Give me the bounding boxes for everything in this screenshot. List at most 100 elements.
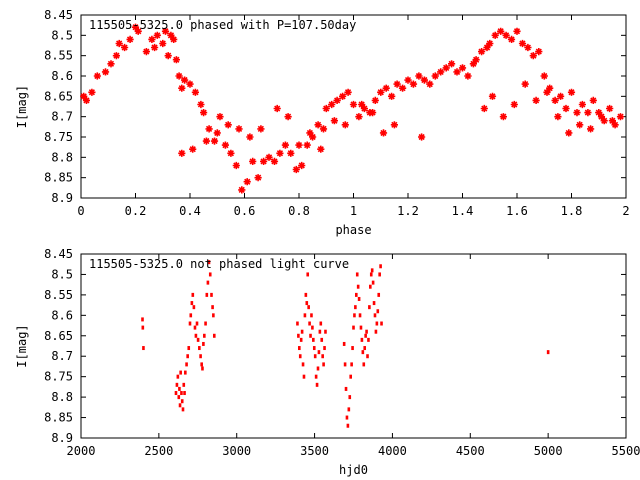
- phased-data-point: [587, 125, 595, 133]
- phased-data-point: [151, 43, 159, 52]
- unphased-x-tick-label: 4000: [378, 444, 407, 458]
- unphased-data-point: [212, 313, 215, 318]
- phased-data-point: [379, 129, 388, 137]
- unphased-data-point: [299, 337, 303, 342]
- unphased-data-point: [311, 325, 314, 330]
- phased-data-point: [101, 68, 110, 76]
- unphased-data-point: [203, 333, 206, 338]
- phased-data-point: [369, 109, 377, 117]
- phased-data-point: [393, 80, 401, 88]
- phased-data-point: [409, 80, 418, 88]
- phased-data-point: [339, 92, 347, 100]
- unphased-y-tick-label: 8.8: [51, 390, 73, 404]
- phased-data-point: [189, 145, 197, 153]
- unphased-x-tick-label: 2500: [144, 444, 173, 458]
- phased-x-tick-label: 0: [77, 204, 84, 218]
- unphased-data-point: [183, 391, 186, 396]
- phased-data-point: [134, 27, 142, 35]
- phased-data-point: [529, 52, 537, 60]
- unphased-data-point: [182, 382, 186, 387]
- unphased-data-point: [349, 374, 352, 379]
- phased-data-point: [287, 149, 295, 157]
- unphased-x-tick-label: 5500: [612, 444, 640, 458]
- unphased-data-point: [198, 346, 201, 351]
- phased-x-tick-label: 1: [350, 204, 357, 218]
- phased-data-point: [159, 39, 167, 48]
- unphased-data-point: [371, 280, 375, 285]
- phased-data-point: [431, 72, 439, 80]
- unphased-data-point: [315, 382, 319, 387]
- unphased-data-point: [319, 321, 323, 326]
- phased-data-point: [458, 64, 467, 72]
- unphased-data-point: [306, 272, 310, 277]
- unphased-data-point: [344, 386, 348, 391]
- phased-data-point: [142, 48, 150, 56]
- unphased-data-point: [302, 374, 306, 379]
- unphased-data-point: [369, 284, 372, 289]
- unphased-data-point: [324, 329, 327, 334]
- unphased-data-point: [211, 305, 214, 310]
- unphased-data-point: [141, 325, 145, 330]
- phased-data-point: [167, 31, 175, 39]
- phased-data-point: [390, 121, 398, 129]
- unphased-data-point: [343, 362, 347, 367]
- phased-data-point: [535, 48, 543, 56]
- unphased-data-point: [190, 301, 194, 306]
- unphased-y-tick-label: 8.6: [51, 308, 73, 322]
- unphased-data-point: [350, 362, 353, 367]
- unphased-data-point: [202, 341, 205, 346]
- unphased-data-point: [194, 333, 198, 338]
- phased-data-point: [349, 100, 358, 109]
- phased-y-tick-label: 8.45: [44, 8, 73, 22]
- unphased-light-curve-plot: 2000 2500 3000 3500 4000 4500 5000 5500 8.45 8.5 8…: [15, 247, 640, 477]
- phased-data-point: [227, 149, 235, 157]
- phased-data-point: [175, 72, 183, 80]
- phased-data-point: [295, 141, 303, 149]
- unphased-data-point: [177, 395, 181, 400]
- phased-data-point: [270, 157, 279, 165]
- phased-light-curve-plot: 0 0.2 0.4 0.6 0.8 1 1.2 1.4 1.6 1.8 2 8.45 8.5 8.55 8.…: [15, 8, 630, 237]
- phased-data-point: [284, 113, 292, 121]
- unphased-data-point: [313, 354, 317, 359]
- unphased-data-point: [323, 346, 326, 351]
- phased-data-point: [497, 27, 505, 35]
- phased-data-point: [224, 121, 232, 129]
- phased-data-point: [317, 145, 325, 153]
- phased-data-point: [611, 121, 619, 129]
- phased-data-point: [507, 35, 516, 43]
- phased-data-point: [478, 48, 486, 56]
- phased-data-point: [243, 178, 251, 186]
- unphased-data-point: [310, 313, 313, 318]
- phased-data-point: [464, 72, 472, 80]
- unphased-data-point: [178, 386, 181, 391]
- phased-data-point: [330, 117, 338, 125]
- unphased-data-point: [307, 305, 310, 310]
- unphased-data-point: [176, 374, 180, 379]
- unphased-data-point: [361, 350, 365, 355]
- phased-data-point: [254, 174, 262, 182]
- unphased-data-point: [322, 362, 325, 367]
- unphased-data-point: [297, 333, 300, 338]
- phased-x-tick-label: 0.2: [125, 204, 147, 218]
- unphased-data-point: [357, 296, 361, 301]
- unphased-y-tick-label: 8.45: [44, 247, 73, 261]
- phased-x-axis-title: phase: [335, 223, 371, 237]
- phased-data-point: [540, 72, 548, 80]
- phased-data-point: [191, 88, 199, 96]
- phased-data-point: [238, 186, 246, 194]
- unphased-y-tick-label: 8.5: [51, 267, 73, 281]
- phased-data-point: [442, 64, 450, 72]
- unphased-x-tick-label: 3000: [222, 444, 251, 458]
- unphased-data-point: [376, 309, 380, 314]
- phased-y-axis-title: I[mag]: [15, 85, 29, 128]
- phased-data-point: [200, 109, 208, 117]
- unphased-data-point: [360, 337, 364, 342]
- phased-data-point: [355, 113, 363, 121]
- phased-data-point: [377, 88, 385, 96]
- unphased-data-point: [372, 301, 376, 306]
- phased-data-point: [80, 92, 88, 100]
- phased-data-point: [437, 68, 445, 76]
- phased-data-point: [584, 109, 592, 117]
- phased-data-point: [358, 100, 366, 109]
- unphased-data-point: [380, 321, 383, 326]
